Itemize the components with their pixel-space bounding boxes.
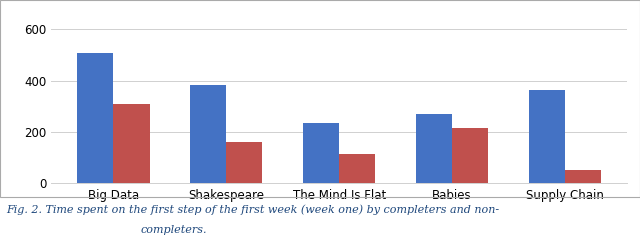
Bar	[227, 142, 262, 183]
Text: completers.: completers.	[141, 225, 207, 235]
Bar	[339, 154, 375, 183]
Bar	[113, 104, 150, 183]
Bar	[190, 85, 227, 183]
Bar	[565, 170, 601, 183]
Bar	[416, 114, 452, 183]
Text: Fig. 2. Time spent on the first step of the first week (week one) by completers : Fig. 2. Time spent on the first step of …	[6, 204, 500, 215]
Bar	[529, 90, 565, 183]
Bar	[452, 128, 488, 183]
Bar	[303, 123, 339, 183]
Bar	[77, 53, 113, 183]
